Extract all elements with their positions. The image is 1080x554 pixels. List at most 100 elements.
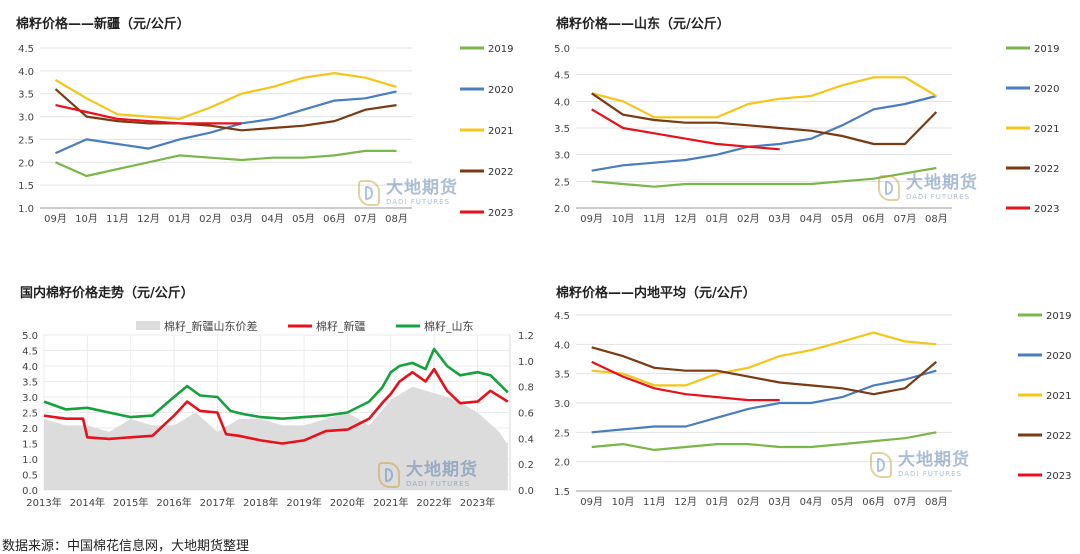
watermark-cn: 大地期货	[906, 173, 978, 193]
y-tick-label: 3.0	[22, 393, 38, 404]
x-tick-label: 2023年	[460, 496, 495, 509]
watermark-cn: 大地期货	[386, 178, 458, 198]
legend-diff-swatch	[136, 321, 160, 330]
x-tick-label: 08月	[925, 496, 948, 508]
x-tick-label: 05月	[292, 213, 315, 225]
legend-label-2022: 2022	[1046, 431, 1071, 442]
chart-title-xinjiang: 棉籽价格——新疆（元/公斤）	[16, 17, 190, 32]
series-line-2021	[591, 76, 937, 119]
y-tick-label: 3.0	[554, 151, 570, 162]
y-tick-label: 4.0	[554, 97, 570, 108]
y-tick-label: 2.5	[22, 409, 38, 420]
y-tick-label: 3.5	[18, 90, 34, 101]
y-tick-label: 3.0	[18, 113, 34, 124]
y-tick-label: 2.5	[18, 135, 34, 146]
series-line-2023	[591, 360, 780, 402]
y2-tick-label: 0.8	[518, 383, 534, 394]
y-tick-label: 3.5	[22, 378, 38, 389]
legend-label-2019: 2019	[1034, 44, 1059, 55]
chart-title-shandong: 棉籽价格——山东（元/公斤）	[556, 17, 730, 32]
x-tick-label: 2019年	[286, 496, 321, 509]
legend-xinjiang-label: 棉籽_新疆	[316, 319, 366, 333]
legend-label-2021: 2021	[1034, 124, 1059, 135]
watermark-en: DADI FUTURES	[906, 193, 971, 201]
y-tick-label: 5.0	[554, 44, 570, 55]
y-tick-label: 3.5	[554, 370, 570, 381]
series-line-2021	[591, 331, 937, 387]
y2-tick-label: 1.0	[518, 357, 534, 368]
y-tick-label: 1.5	[22, 440, 38, 451]
y-tick-label: 2.0	[18, 158, 34, 169]
y-tick-label: 4.0	[554, 340, 570, 351]
series-line-2022	[54, 88, 397, 132]
watermark-logo: 大地期货 DADI FUTURES	[870, 452, 970, 478]
y-tick-label: 0.5	[22, 471, 38, 482]
watermark-logo: 大地期货 DADI FUTURES	[358, 180, 458, 206]
y-tick-label: 1.0	[18, 204, 34, 215]
x-tick-label: 07月	[354, 213, 377, 225]
dadi-logo-icon	[358, 180, 380, 206]
x-tick-label: 02月	[199, 213, 222, 225]
chart-panel-shandong: 棉籽价格——山东（元/公斤） 2.0 2.5 3.0 3.5 4.0 4.5 5.0 09月 1…	[540, 0, 1080, 265]
chart-title-domestic: 国内棉籽价格走势（元/公斤）	[20, 286, 194, 301]
series-line-2022	[591, 346, 938, 396]
x-tick-label: 2017年	[200, 496, 235, 509]
y-tick-label: 2.5	[554, 177, 570, 188]
legend-label-2021: 2021	[1046, 391, 1071, 402]
x-tick-label: 09月	[44, 213, 67, 225]
dadi-logo-icon	[378, 462, 400, 488]
y-tick-label: 2.0	[22, 424, 38, 435]
y-tick-label: 2.5	[554, 428, 570, 439]
series-line-2021	[54, 72, 397, 120]
series-line-2020	[591, 369, 937, 434]
legend-label-2019: 2019	[488, 44, 513, 55]
y-tick-label: 3.5	[554, 124, 570, 135]
x-tick-label: 05月	[831, 496, 854, 508]
x-tick-label: 2022年	[416, 496, 451, 509]
x-tick-label: 10月	[612, 496, 635, 508]
x-tick-label: 05月	[831, 213, 854, 225]
x-tick-label: 02月	[737, 496, 760, 508]
x-tick-label: 10月	[75, 213, 98, 225]
series-line-2019	[55, 149, 397, 178]
x-tick-label: 06月	[323, 213, 346, 225]
chart-panel-inland: 棉籽价格——内地平均（元/公斤） 1.5 2.0 2.5 3.0 3.5 4.0 4.5 09…	[540, 272, 1080, 532]
chart-title-inland: 棉籽价格——内地平均（元/公斤）	[556, 286, 756, 301]
x-tick-label: 2013年	[26, 496, 61, 509]
legend-label-2023: 2023	[488, 208, 513, 219]
y-tick-label: 4.0	[22, 362, 38, 373]
x-tick-label: 09月	[580, 213, 603, 225]
watermark-en: DADI FUTURES	[386, 198, 451, 206]
x-tick-label: 04月	[800, 213, 823, 225]
legend-label-2023: 2023	[1034, 204, 1059, 215]
chart-xinjiang: 1.0 1.5 2.0 2.5 3.0 3.5 4.0 4.5 09月 10月 11月 12月 01月 0…	[18, 44, 513, 225]
x-tick-label: 03月	[230, 213, 253, 225]
source-note: 数据来源：中国棉花信息网，大地期货整理	[2, 539, 250, 554]
legend-label-2019: 2019	[1046, 311, 1071, 322]
watermark-en: DADI FUTURES	[898, 470, 963, 478]
x-tick-label: 2021年	[373, 496, 408, 509]
x-tick-label: 04月	[261, 213, 284, 225]
y2-tick-label: 0.6	[518, 409, 534, 420]
y-tick-label: 1.5	[554, 487, 570, 498]
y-tick-label: 1.5	[18, 181, 34, 192]
x-tick-label: 08月	[385, 213, 408, 225]
legend-shandong-label: 棉籽_山东	[424, 319, 474, 333]
x-tick-label: 2014年	[70, 496, 105, 509]
y-tick-label: 3.0	[554, 399, 570, 410]
y-tick-label: 4.0	[18, 67, 34, 78]
x-tick-label: 03月	[768, 496, 791, 508]
series-line-2020	[591, 94, 937, 172]
y-tick-label: 4.5	[554, 311, 570, 322]
legend-label-2021: 2021	[488, 126, 513, 137]
x-tick-label: 09月	[580, 496, 603, 508]
chart-panel-xinjiang: 棉籽价格——新疆（元/公斤） 1.0 1.5 2.0 2.5 3.0 3.5 4.0 4.5 0…	[0, 0, 540, 265]
chart-shandong: 2.0 2.5 3.0 3.5 4.0 4.5 5.0 09月 10月 11月 12月 01月 02月 0…	[554, 44, 1059, 225]
chart-inland: 1.5 2.0 2.5 3.0 3.5 4.0 4.5 09月 10月 11月 12月 01月 02月 0…	[554, 311, 1071, 508]
x-tick-label: 02月	[737, 213, 760, 225]
series-line-2022	[591, 92, 938, 146]
legend-label-2022: 2022	[1034, 164, 1059, 175]
series-line-xinjiang	[43, 367, 509, 445]
y2-tick-label: 0.4	[518, 434, 534, 445]
dadi-logo-icon	[870, 452, 892, 478]
